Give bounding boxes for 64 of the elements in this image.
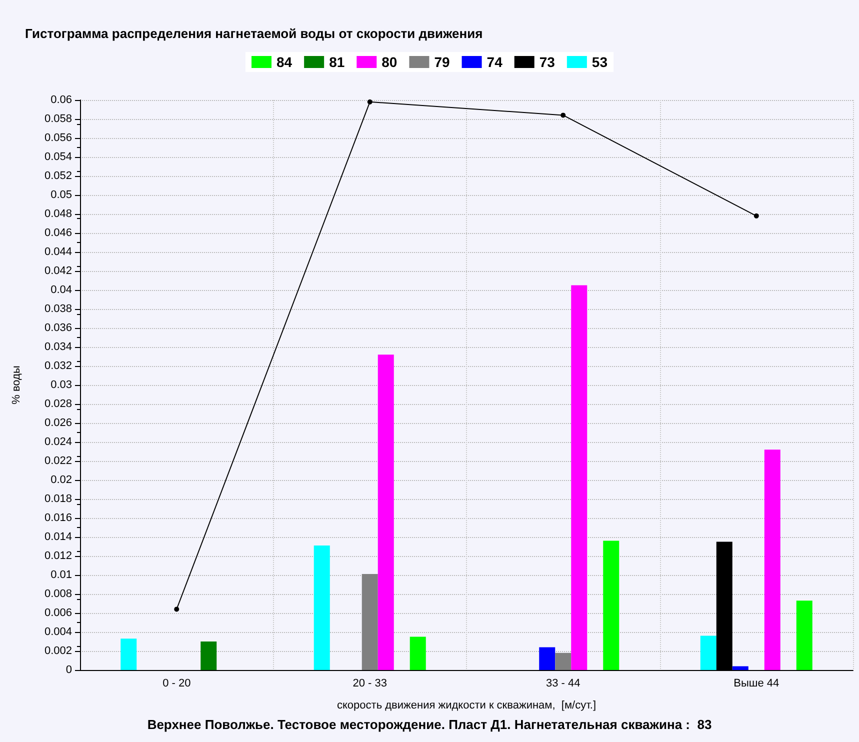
y-tick-label: 0.002 bbox=[44, 645, 72, 657]
legend-label: 81 bbox=[329, 54, 345, 70]
y-tick-label: 0 bbox=[66, 664, 72, 676]
y-tick-label: 0.018 bbox=[44, 493, 72, 505]
y-tick-label: 0.048 bbox=[44, 208, 72, 220]
y-tick-label: 0.014 bbox=[44, 531, 72, 543]
y-tick-label: 0.058 bbox=[44, 113, 72, 125]
y-tick-label: 0.054 bbox=[44, 151, 72, 163]
point bbox=[367, 99, 372, 104]
text: Верхнее Поволжье. Тестовое месторождение. Пласт Д1. Нагнетательная скважина : 83 bbox=[147, 717, 712, 732]
y-tick-label: 0.032 bbox=[44, 360, 72, 372]
bar bbox=[732, 666, 748, 670]
x-axis-title: скорость движения жидкости к скважинам, [м/сут.] bbox=[337, 700, 596, 712]
y-tick-label: 0.022 bbox=[44, 455, 72, 467]
point bbox=[560, 112, 566, 118]
y-tick-label: 0.026 bbox=[44, 417, 72, 429]
bar bbox=[539, 647, 556, 670]
bar bbox=[764, 450, 780, 670]
y-tick-label: 0.024 bbox=[44, 436, 72, 448]
legend-label: 73 bbox=[539, 54, 556, 70]
bar bbox=[410, 636, 426, 670]
y-tick-label: 0.006 bbox=[44, 607, 72, 619]
y-tick-label: 0.044 bbox=[44, 246, 72, 258]
x-tick-label: Выше 44 bbox=[734, 678, 780, 690]
x-tick-label: 0 - 20 bbox=[162, 678, 191, 690]
x-tick-label: 33 - 44 bbox=[546, 678, 580, 690]
y-tick-label: 0.056 bbox=[44, 132, 72, 144]
bar bbox=[362, 574, 378, 670]
y-tick-label: 0.01 bbox=[50, 569, 72, 581]
y-tick-label: 0.016 bbox=[44, 512, 72, 524]
legend-label: 84 bbox=[276, 54, 292, 70]
legend-label: 79 bbox=[434, 54, 450, 70]
bar bbox=[120, 638, 137, 670]
bar bbox=[796, 600, 812, 670]
y-tick-label: 0.06 bbox=[50, 94, 72, 106]
bar bbox=[314, 546, 330, 670]
legend-label: 53 bbox=[592, 54, 608, 70]
y-tick-label: 0.008 bbox=[44, 588, 72, 600]
legend-label: 74 bbox=[486, 54, 503, 70]
y-tick-label: 0.028 bbox=[44, 398, 72, 410]
chart-title: Гистограмма распределения нагнетаемой воды от скорости движения bbox=[25, 26, 483, 41]
y-tick-label: 0.038 bbox=[44, 303, 72, 315]
x-tick-label: 20 - 33 bbox=[352, 678, 387, 690]
y-tick-label: 0.046 bbox=[44, 227, 72, 239]
y-tick-label: 0.02 bbox=[50, 474, 72, 486]
y-tick-label: 0.012 bbox=[44, 550, 72, 562]
y-axis-title: % воды bbox=[10, 366, 22, 404]
y-tick-label: 0.036 bbox=[44, 322, 72, 334]
bar bbox=[555, 652, 572, 670]
y-tick-label: 0.004 bbox=[44, 626, 72, 638]
bar bbox=[378, 354, 394, 670]
bar bbox=[571, 285, 588, 670]
y-tick-label: 0.034 bbox=[44, 341, 72, 353]
y-tick-label: 0.03 bbox=[50, 379, 72, 391]
y-tick-label: 0.05 bbox=[50, 189, 72, 201]
y-tick-label: 0.04 bbox=[50, 284, 72, 296]
legend-label: 80 bbox=[382, 54, 398, 70]
bar bbox=[200, 642, 217, 670]
y-tick-label: 0.052 bbox=[44, 170, 72, 182]
bar bbox=[700, 636, 716, 670]
point bbox=[174, 606, 180, 612]
point bbox=[754, 213, 759, 218]
bar bbox=[603, 540, 620, 670]
y-tick-label: 0.042 bbox=[44, 265, 72, 277]
